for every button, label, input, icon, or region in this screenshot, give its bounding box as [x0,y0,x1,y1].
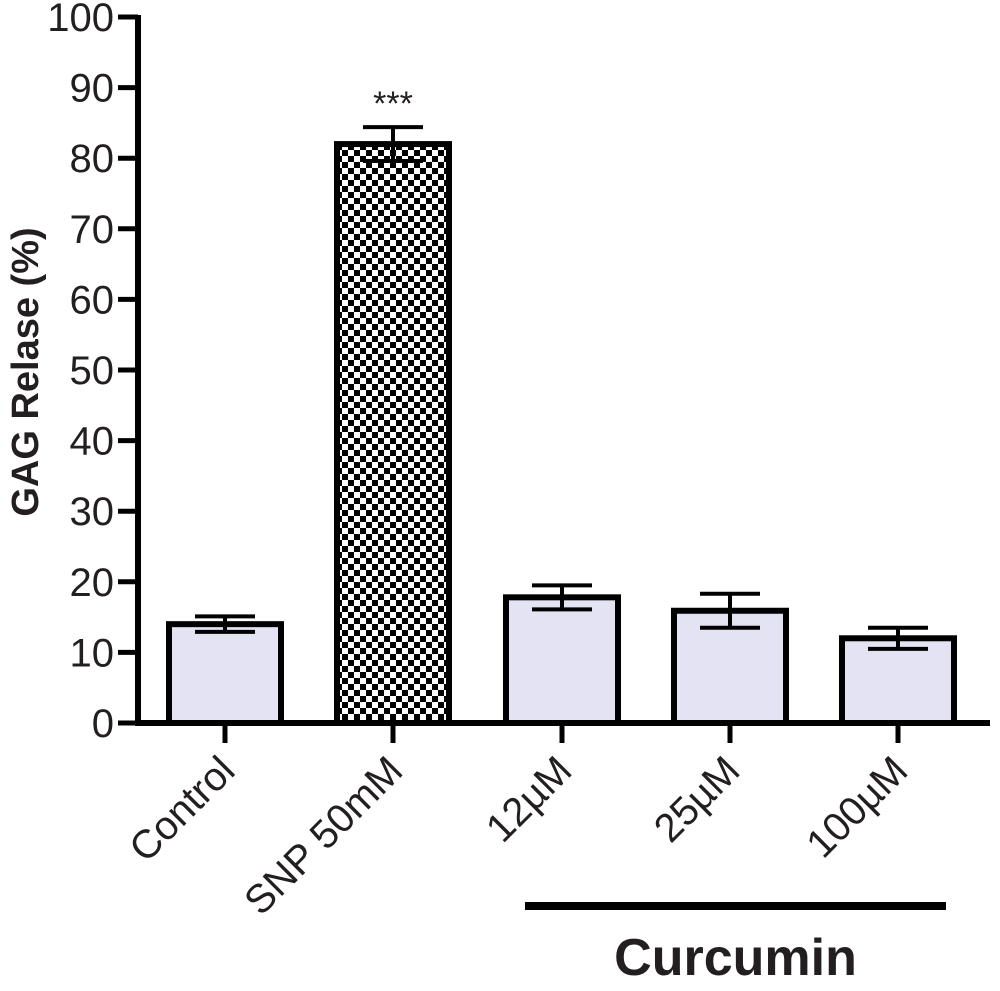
y-axis-label: GAG Relase (%) [5,227,47,516]
x-tick-label: Control [121,748,243,870]
error-bars-layer [195,125,928,651]
y-tick-label: 30 [70,490,115,534]
bar-snp-50mm [334,141,452,726]
error-bar [195,614,255,634]
bar-100-m [839,635,957,727]
bar-control [166,621,284,726]
y-tick-label: 100 [47,0,114,40]
y-tick-label: 80 [70,137,115,181]
annotations-layer: *** [373,85,413,123]
y-tick-label: 40 [70,420,115,464]
y-ticks-layer: 0 10 20 30 40 50 60 70 80 90 100 [47,0,138,746]
error-bar [868,625,928,651]
y-tick-label: 70 [70,208,115,252]
error-bar [700,591,760,630]
bars-layer [166,141,957,727]
x-tick-label: 25µM [646,748,748,850]
y-tick-label: 20 [70,561,115,605]
y-tick-label: 60 [70,278,115,322]
curcumin-group-label: Curcumin [614,929,857,987]
x-tick-label: 12µM [478,748,580,850]
x-tick-label: 100µM [798,748,916,866]
error-bar [532,583,592,612]
y-tick-label: 90 [70,67,115,111]
y-tick-label: 10 [70,631,115,675]
error-bar [363,125,423,164]
bar-12-m [503,594,621,726]
y-tick-label: 50 [70,349,115,393]
y-tick-label: 0 [92,702,114,746]
x-tick-label: SNP 50mM [236,748,411,923]
significance-annotation: *** [373,85,413,123]
